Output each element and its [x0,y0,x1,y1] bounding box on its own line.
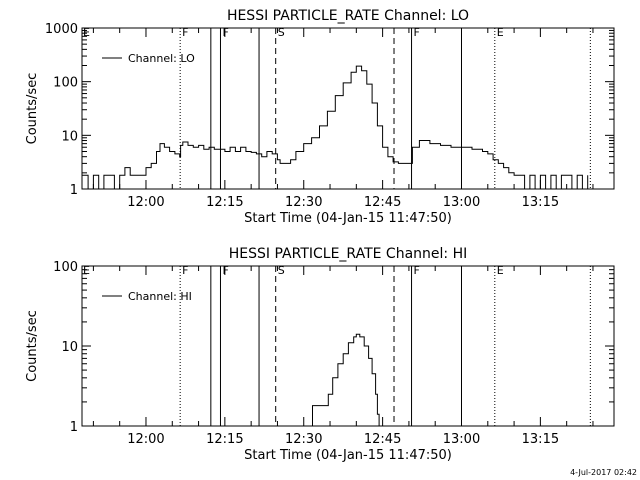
y-tick-label: 1 [70,420,78,435]
y-tick-label: 1000 [45,22,78,37]
y-tick-label: 10 [61,129,78,144]
event-label: F [414,26,420,39]
y-tick-label: 100 [53,76,78,91]
event-label: F [182,264,188,277]
series-line [309,333,380,427]
event-label: F [182,26,188,39]
y-axis-label: Counts/sec [25,73,40,145]
legend-label: Channel: HI [128,290,192,303]
series-line [82,65,589,190]
x-axis-label: Start Time (04-Jan-15 11:47:50) [244,448,452,463]
x-tick-label: 12:00 [127,195,164,210]
chart-title: HESSI PARTICLE_RATE Channel: HI [229,246,467,262]
event-label: E [497,26,504,39]
x-tick-label: 13:00 [443,195,480,210]
event-label: F [222,26,228,39]
event-label: S [278,26,285,39]
edge-label: E [83,26,90,39]
hi-channel-panel: HESSI PARTICLE_RATE Channel: HI 1 10 100 12:… [25,246,615,463]
y-tick-label: 10 [61,340,78,355]
lo-channel-panel: HESSI PARTICLE_RATE Channel: LO 1 10 100 100… [25,8,615,226]
x-tick-label: 13:00 [443,432,480,447]
plot-frame [81,27,615,190]
chart-title: HESSI PARTICLE_RATE Channel: LO [227,8,469,24]
footer-date: 4-Jul-2017 02:42 [570,468,637,477]
x-axis-label: Start Time (04-Jan-15 11:47:50) [244,211,452,226]
x-tick-label: 12:15 [206,195,243,210]
event-label: F [414,264,420,277]
y-tick-label: 1 [70,183,78,198]
edge-label: E [83,264,90,277]
legend-label: Channel: LO [128,52,195,65]
event-label: E [497,264,504,277]
x-tick-label: 13:15 [522,432,559,447]
x-tick-label: 12:45 [364,432,401,447]
y-tick-label: 100 [53,260,78,275]
x-tick-label: 12:15 [206,432,243,447]
x-tick-label: 12:00 [127,432,164,447]
event-label: F [222,264,228,277]
y-axis-label: Counts/sec [25,310,40,382]
x-tick-label: 12:45 [364,195,401,210]
x-tick-label: 12:30 [285,432,322,447]
x-tick-label: 13:15 [522,195,559,210]
x-tick-label: 12:30 [285,195,322,210]
event-label: S [278,264,285,277]
